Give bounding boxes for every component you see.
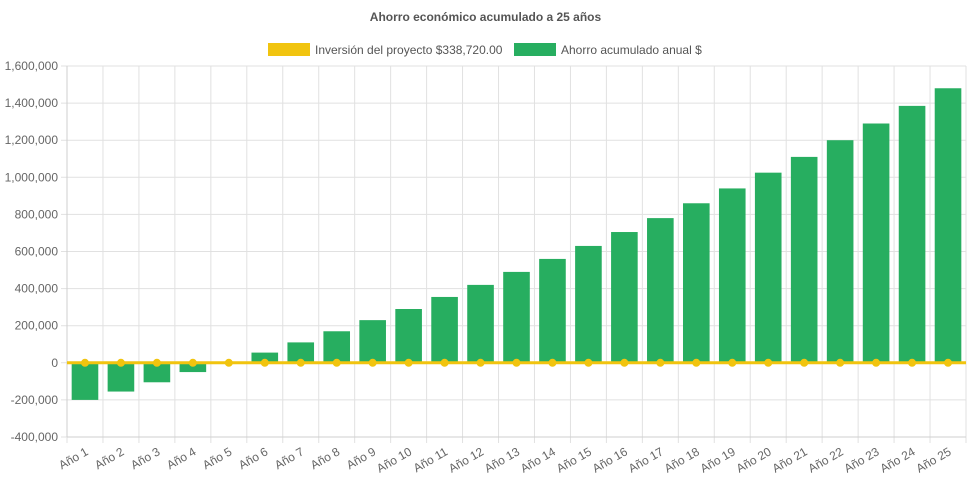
investment-point[interactable]: [512, 358, 521, 367]
legend: Inversión del proyecto $338,720.00 Ahorr…: [268, 43, 702, 57]
x-tick-label: Año 15: [554, 444, 594, 475]
savings-bar[interactable]: [323, 331, 351, 363]
savings-bar[interactable]: [682, 203, 710, 363]
bars: [71, 88, 962, 400]
x-tick-label: Año 2: [92, 444, 126, 472]
savings-bar[interactable]: [790, 156, 818, 363]
x-tick-label: Año 4: [164, 444, 198, 472]
investment-point[interactable]: [656, 358, 665, 367]
investment-point[interactable]: [764, 358, 773, 367]
savings-bar[interactable]: [826, 140, 854, 363]
savings-bar[interactable]: [107, 362, 135, 392]
investment-point[interactable]: [224, 358, 233, 367]
savings-bar[interactable]: [898, 105, 926, 363]
x-tick-label: Año 13: [482, 444, 522, 475]
savings-bar[interactable]: [539, 258, 566, 363]
x-tick-label: Año 11: [411, 444, 450, 475]
investment-point[interactable]: [620, 358, 629, 367]
x-tick-label: Año 19: [698, 444, 738, 475]
savings-bar[interactable]: [143, 362, 171, 383]
x-tick-label: Año 24: [878, 444, 918, 475]
investment-point[interactable]: [800, 358, 809, 367]
savings-bar[interactable]: [718, 188, 746, 363]
y-tick-label: 1,000,000: [5, 170, 59, 184]
x-tick-label: Año 1: [56, 444, 90, 472]
x-tick-label: Año 14: [518, 444, 558, 475]
savings-bar[interactable]: [503, 271, 530, 363]
y-tick-label: -400,000: [11, 430, 59, 444]
legend-swatch-investment[interactable]: [268, 43, 310, 56]
investment-point[interactable]: [404, 358, 413, 367]
x-tick-label: Año 10: [374, 444, 414, 475]
investment-point[interactable]: [152, 358, 161, 367]
investment-point[interactable]: [188, 358, 197, 367]
y-tick-label: 600,000: [15, 245, 59, 259]
y-tick-label: 400,000: [15, 282, 59, 296]
y-tick-label: 0: [51, 356, 58, 370]
savings-bar[interactable]: [287, 342, 315, 363]
savings-bar[interactable]: [359, 320, 386, 363]
y-tick-label: 1,600,000: [5, 59, 59, 73]
chart-title: Ahorro económico acumulado a 25 años: [370, 10, 602, 24]
legend-label-investment[interactable]: Inversión del proyecto $338,720.00: [315, 43, 503, 57]
investment-point[interactable]: [440, 358, 449, 367]
x-tick-label: Año 22: [806, 444, 846, 475]
savings-bar[interactable]: [934, 88, 962, 363]
investment-point[interactable]: [80, 358, 89, 367]
savings-bar[interactable]: [395, 309, 422, 363]
y-tick-label: 1,400,000: [5, 96, 59, 110]
investment-point[interactable]: [476, 358, 485, 367]
x-axis: Año 1 Año 2 Año 3 Año 4 Año 5 Año 6 Año 7 Año 8…: [56, 444, 953, 475]
investment-point[interactable]: [908, 358, 917, 367]
x-tick-label: Año 20: [734, 444, 774, 475]
savings-bar[interactable]: [862, 123, 890, 363]
x-tick-label: Año 12: [446, 444, 486, 475]
savings-bar[interactable]: [71, 362, 99, 400]
x-tick-label: Año 16: [590, 444, 630, 475]
savings-bar[interactable]: [251, 352, 279, 363]
savings-bar[interactable]: [467, 284, 494, 363]
y-axis: 1,600,000 1,400,000 1,200,000 1,000,000 800,…: [5, 59, 59, 444]
investment-point[interactable]: [260, 358, 269, 367]
savings-bar[interactable]: [754, 172, 782, 363]
investment-line-series: [67, 358, 966, 367]
investment-point[interactable]: [692, 358, 701, 367]
x-tick-label: Año 5: [200, 444, 234, 472]
investment-point[interactable]: [584, 358, 593, 367]
x-tick-label: Año 18: [662, 444, 702, 475]
savings-bar[interactable]: [179, 362, 207, 373]
y-tick-label: -200,000: [11, 393, 59, 407]
savings-bar[interactable]: [611, 232, 638, 363]
investment-point[interactable]: [116, 358, 125, 367]
x-tick-label: Año 21: [770, 444, 810, 475]
investment-point[interactable]: [836, 358, 845, 367]
investment-point[interactable]: [368, 358, 377, 367]
x-tick-label: Año 3: [128, 444, 162, 472]
x-tick-label: Año 8: [308, 444, 342, 472]
investment-point[interactable]: [296, 358, 305, 367]
investment-point[interactable]: [548, 358, 557, 367]
x-tick-label: Año 9: [344, 444, 378, 472]
investment-point[interactable]: [332, 358, 341, 367]
savings-bar[interactable]: [647, 218, 674, 363]
grid: [61, 65, 967, 443]
x-tick-label: Año 17: [626, 444, 666, 475]
investment-point[interactable]: [728, 358, 737, 367]
savings-bar[interactable]: [575, 245, 602, 363]
investment-point[interactable]: [872, 358, 881, 367]
savings-bar[interactable]: [431, 296, 458, 363]
legend-swatch-savings[interactable]: [514, 43, 556, 56]
y-tick-label: 200,000: [15, 319, 59, 333]
y-tick-label: 1,200,000: [5, 133, 59, 147]
investment-point[interactable]: [944, 358, 953, 367]
x-tick-label: Año 7: [272, 444, 306, 472]
x-tick-label: Año 6: [236, 444, 270, 472]
x-tick-label: Año 23: [842, 444, 882, 475]
x-tick-label: Año 25: [914, 444, 954, 475]
legend-label-savings[interactable]: Ahorro acumulado anual $: [561, 43, 702, 57]
y-tick-label: 800,000: [15, 207, 59, 221]
